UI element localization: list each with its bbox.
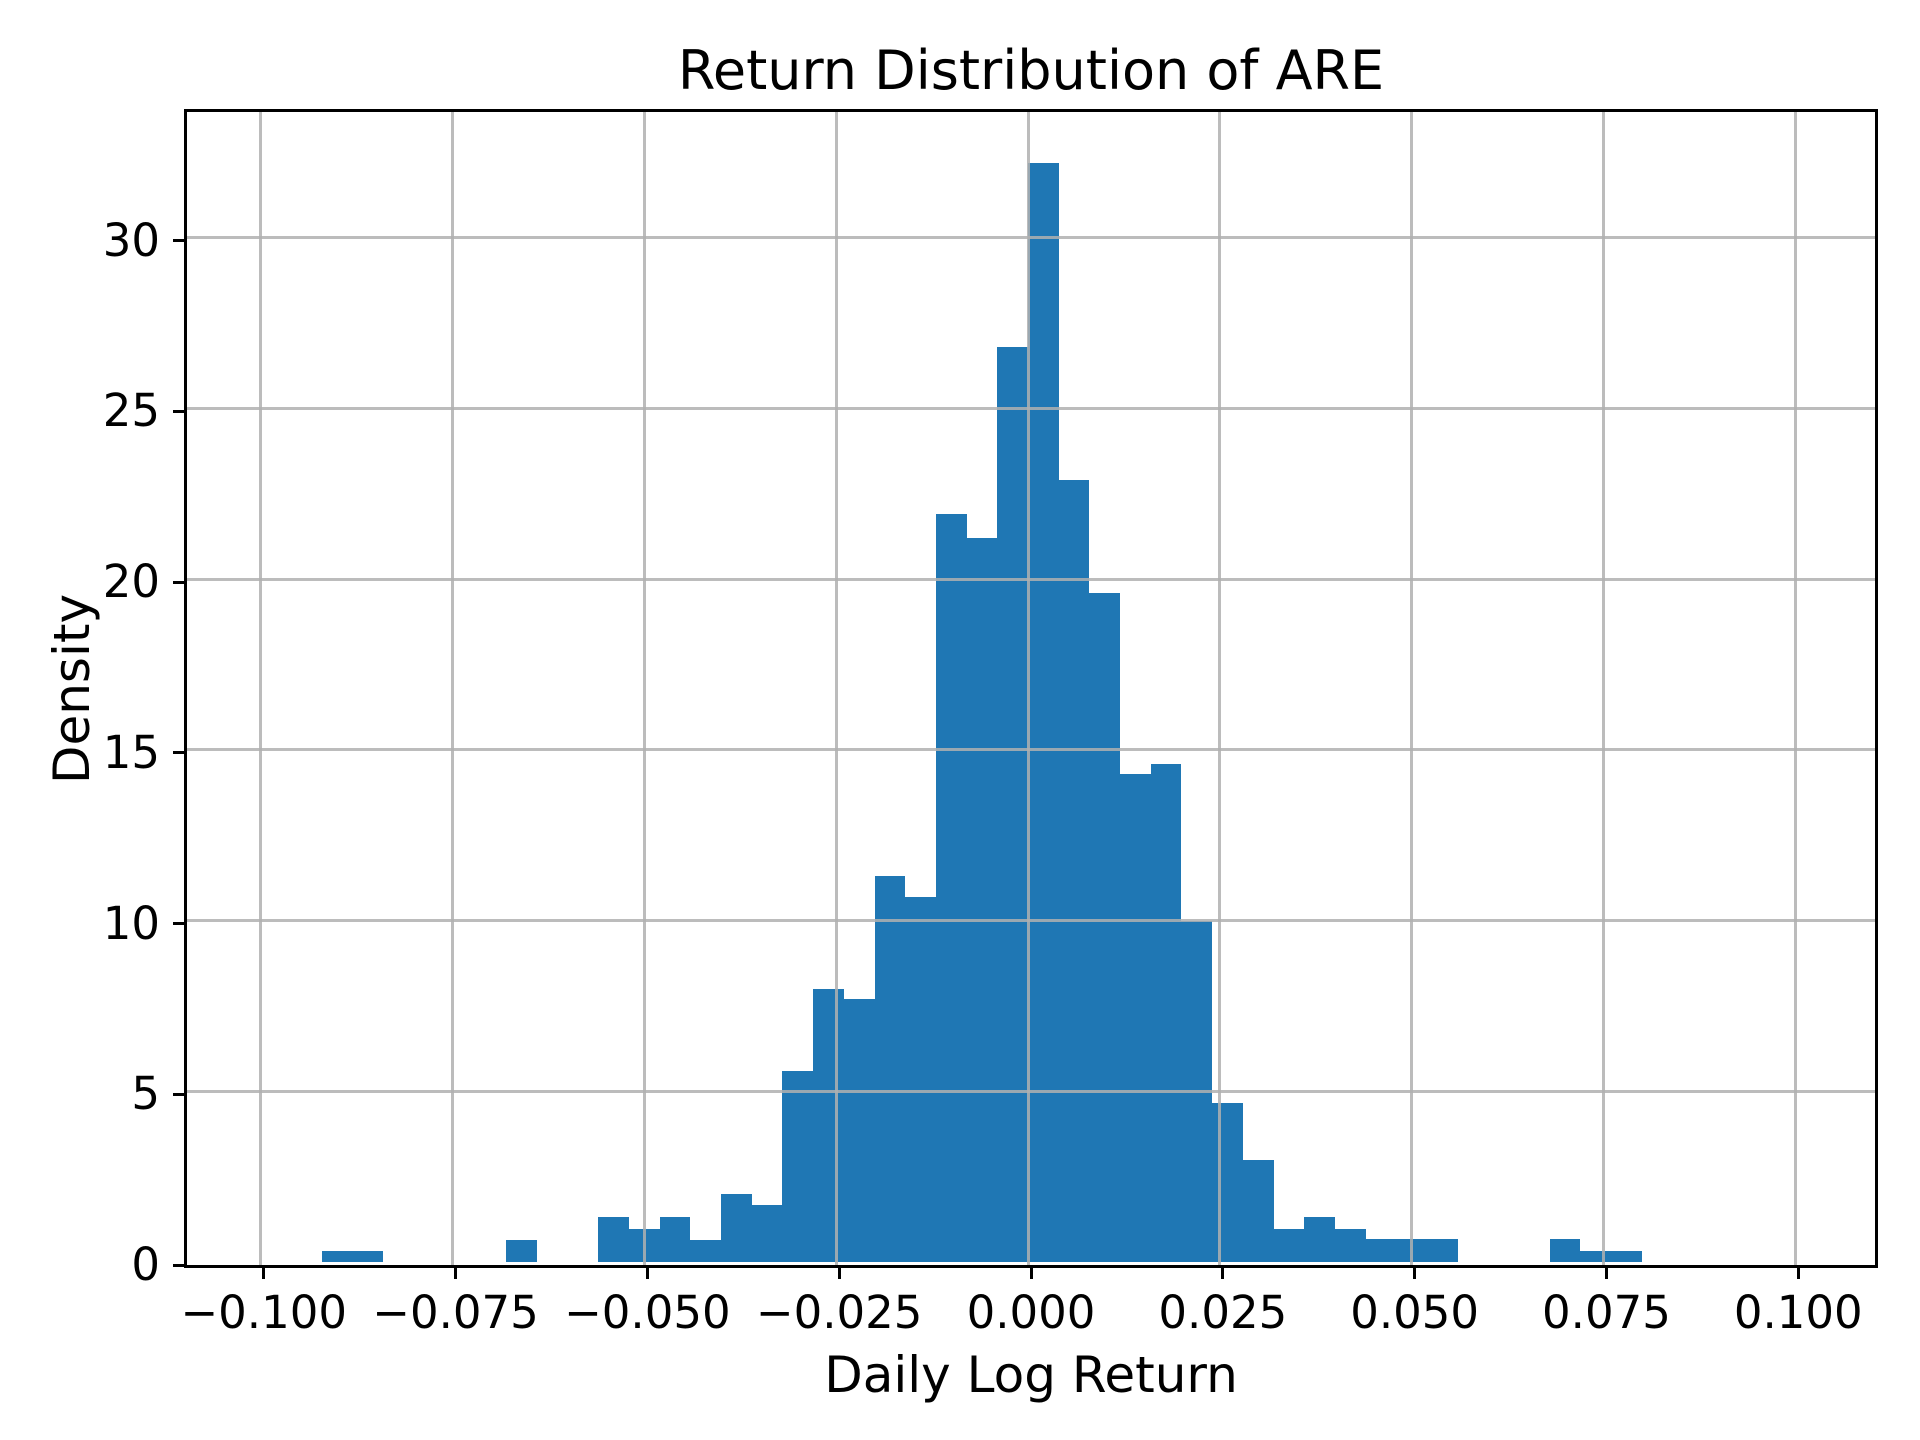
- x-tick-mark: [1029, 1267, 1033, 1279]
- y-tick-label: 5: [131, 1067, 160, 1121]
- histogram-bar: [1580, 1251, 1612, 1262]
- histogram-bar: [352, 1251, 384, 1262]
- histogram-bar: [659, 1216, 691, 1262]
- y-gridline: [187, 919, 1875, 923]
- x-gridline: [834, 112, 838, 1265]
- x-axis-label: Daily Log Return: [824, 1346, 1238, 1404]
- histogram-bar: [1549, 1238, 1581, 1262]
- histogram-bar: [905, 896, 936, 1262]
- y-tick-mark: [173, 239, 185, 243]
- y-tick-mark: [173, 922, 185, 926]
- histogram-bar: [690, 1240, 722, 1262]
- x-tick-mark: [454, 1267, 458, 1279]
- histogram-bar: [966, 538, 998, 1262]
- x-tick-label: −0.050: [564, 1286, 731, 1339]
- y-gridline: [187, 577, 1875, 581]
- x-tick-label: 0.100: [1733, 1286, 1863, 1339]
- x-tick-mark: [1221, 1267, 1225, 1279]
- histogram-bar: [935, 514, 967, 1262]
- x-tick-label: 0.025: [1158, 1286, 1288, 1339]
- histogram-bar: [843, 999, 875, 1262]
- x-gridline: [451, 112, 455, 1265]
- histogram-bar: [1028, 162, 1059, 1262]
- x-tick-mark: [1413, 1267, 1417, 1279]
- histogram-bar: [1273, 1228, 1305, 1262]
- x-tick-label: 0.050: [1350, 1286, 1480, 1339]
- x-gridline: [1793, 112, 1797, 1265]
- y-tick-label: 15: [102, 725, 160, 779]
- histogram-bar: [1058, 480, 1090, 1262]
- histogram-bar: [322, 1251, 353, 1262]
- histogram-bar: [506, 1239, 537, 1262]
- histogram-bar: [1426, 1239, 1458, 1262]
- histogram-bar: [1334, 1228, 1366, 1262]
- x-gridline: [1218, 112, 1222, 1265]
- y-gridline: [187, 406, 1875, 410]
- y-tick-label: 0: [131, 1238, 160, 1291]
- x-tick-label: −0.100: [180, 1286, 347, 1339]
- y-tick-label: 20: [102, 555, 160, 609]
- histogram-bar: [1120, 773, 1151, 1262]
- x-tick-label: 0.000: [966, 1286, 1096, 1339]
- histogram-bar: [1242, 1159, 1274, 1262]
- x-tick-mark: [1796, 1267, 1800, 1279]
- histogram-bar: [1212, 1103, 1243, 1262]
- chart-title: Return Distribution of ARE: [677, 39, 1385, 102]
- y-tick-mark: [173, 1263, 185, 1267]
- plot-area: [184, 109, 1878, 1268]
- x-gridline: [259, 112, 263, 1265]
- x-tick-mark: [262, 1267, 266, 1279]
- histogram-bar: [813, 988, 844, 1262]
- histogram-bar: [997, 346, 1028, 1262]
- y-gridline: [187, 1089, 1875, 1093]
- x-tick-label: 0.075: [1542, 1286, 1671, 1339]
- y-tick-label: 30: [102, 213, 160, 267]
- x-gridline: [1601, 112, 1605, 1265]
- x-tick-label: −0.075: [372, 1286, 539, 1339]
- y-tick-label: 10: [102, 896, 160, 950]
- x-gridline: [1410, 112, 1414, 1265]
- histogram-bar: [874, 876, 906, 1262]
- x-tick-mark: [837, 1267, 841, 1279]
- x-tick-label: −0.025: [755, 1286, 923, 1339]
- y-tick-mark: [173, 580, 185, 584]
- y-tick-mark: [173, 1092, 185, 1096]
- histogram-bar: [1304, 1216, 1335, 1262]
- x-gridline: [1026, 112, 1030, 1265]
- histogram-bar: [598, 1216, 629, 1262]
- y-gridline: [187, 748, 1875, 752]
- y-tick-mark: [173, 751, 185, 755]
- histogram-bar: [1089, 592, 1121, 1262]
- y-gridline: [187, 236, 1875, 240]
- x-tick-mark: [1604, 1267, 1608, 1279]
- x-tick-mark: [645, 1267, 649, 1279]
- histogram-bar: [1611, 1251, 1642, 1262]
- y-tick-mark: [173, 409, 185, 413]
- y-tick-label: 25: [102, 384, 160, 438]
- histogram-bar: [1365, 1239, 1397, 1262]
- histogram-bar: [751, 1205, 783, 1262]
- histogram-bar: [1150, 763, 1182, 1262]
- histogram-bar: [721, 1194, 752, 1262]
- x-gridline: [642, 112, 646, 1265]
- histogram-bar: [782, 1070, 814, 1262]
